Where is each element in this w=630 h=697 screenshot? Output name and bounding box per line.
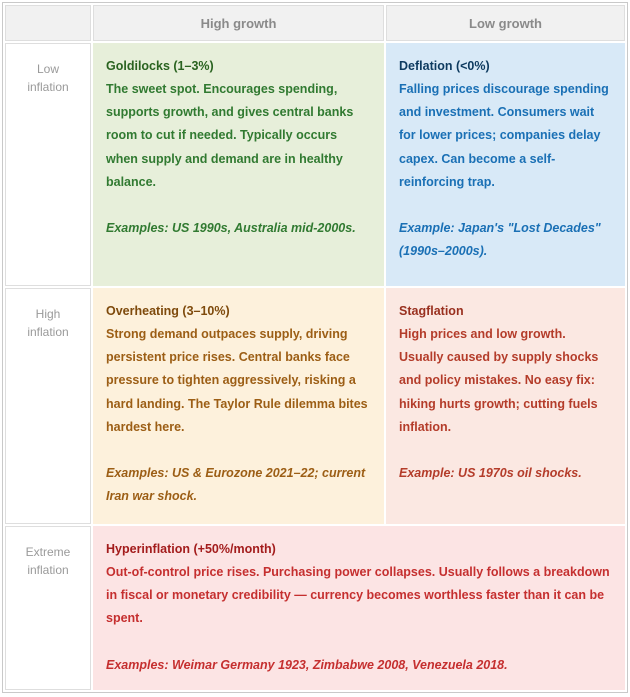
overheating-examples: Examples: US & Eurozone 2021–22; current… <box>106 465 366 503</box>
deflation-examples: Example: Japan's "Lost Decades" (1990s–2… <box>399 220 601 258</box>
deflation-description: Falling prices discourage spending and i… <box>399 82 609 189</box>
cell-goldilocks: Goldilocks (1–3%) The sweet spot. Encour… <box>93 43 384 286</box>
hyperinflation-examples: Examples: Weimar Germany 1923, Zimbabwe … <box>106 657 508 672</box>
deflation-title: Deflation (<0%) <box>399 59 490 73</box>
row-label-extreme-inflation: Extreme inflation <box>5 526 91 690</box>
stagflation-description: High prices and low growth. Usually caus… <box>399 327 599 434</box>
hyperinflation-description: Out-of-control price rises. Purchasing p… <box>106 565 610 626</box>
row-label-low-inflation: Low inflation <box>5 43 91 286</box>
overheating-title: Overheating (3–10%) <box>106 304 230 318</box>
stagflation-title: Stagflation <box>399 304 464 318</box>
stagflation-examples: Example: US 1970s oil shocks. <box>399 465 582 480</box>
cell-hyperinflation: Hyperinflation (+50%/month) Out-of-contr… <box>93 526 625 690</box>
column-header-high-growth: High growth <box>93 5 384 41</box>
row-label-high-inflation: High inflation <box>5 288 91 524</box>
cell-overheating: Overheating (3–10%) Strong demand outpac… <box>93 288 384 524</box>
goldilocks-examples: Examples: US 1990s, Australia mid-2000s. <box>106 220 356 235</box>
overheating-description: Strong demand outpaces supply, driving p… <box>106 327 368 434</box>
corner-cell <box>5 5 91 41</box>
cell-stagflation: Stagflation High prices and low growth. … <box>386 288 625 524</box>
cell-deflation: Deflation (<0%) Falling prices discourag… <box>386 43 625 286</box>
column-header-low-growth: Low growth <box>386 5 625 41</box>
goldilocks-description: The sweet spot. Encourages spending, sup… <box>106 82 354 189</box>
hyperinflation-title: Hyperinflation (+50%/month) <box>106 542 276 556</box>
goldilocks-title: Goldilocks (1–3%) <box>106 59 214 73</box>
